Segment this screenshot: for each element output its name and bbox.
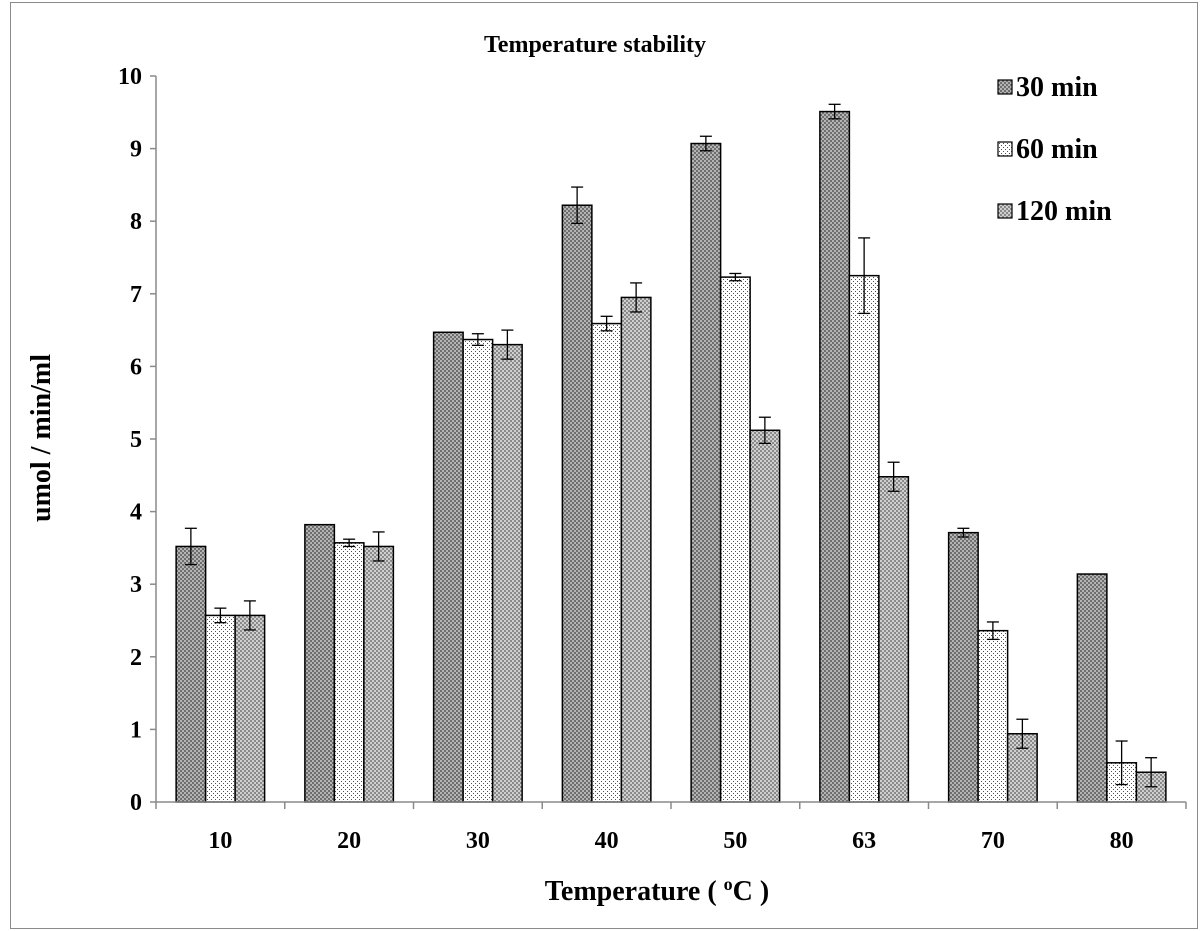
error-bar	[471, 333, 484, 346]
error-bar	[343, 538, 356, 548]
error-bar	[699, 135, 712, 152]
legend-item: 120 min	[997, 196, 1112, 227]
bar-30min-63	[819, 110, 851, 803]
error-bar	[372, 531, 385, 562]
x-tick-label: 30	[466, 828, 490, 854]
bar-120min-50	[749, 429, 781, 803]
error-bars	[184, 103, 1158, 788]
x-axis-label: Temperature ( oC )	[545, 874, 769, 907]
bars	[175, 110, 1167, 803]
bar-30min-20	[304, 523, 336, 803]
bar-60min-10	[204, 614, 236, 803]
chart-title: Temperature stability	[484, 32, 706, 58]
error-bar	[957, 527, 970, 538]
bar-60min-40	[591, 322, 623, 803]
bar-120min-10	[234, 614, 266, 803]
error-bar	[1115, 740, 1128, 786]
legend-swatch	[997, 203, 1013, 219]
x-tick-label: 70	[981, 828, 1005, 854]
error-bar	[828, 103, 841, 120]
x-tick-label: 10	[208, 828, 232, 854]
y-tick-label: 0	[130, 790, 142, 816]
y-axis-label: umol / min/ml	[26, 354, 57, 522]
error-bar	[243, 600, 256, 631]
bar-60min-70	[977, 629, 1009, 803]
error-bar	[501, 329, 514, 360]
y-tick-label: 4	[130, 500, 142, 526]
legend-label: 120 min	[1016, 196, 1112, 227]
x-axis-label-unit: C	[733, 876, 753, 907]
bar-120min-40	[620, 296, 652, 803]
error-bar	[858, 237, 871, 315]
bar-60min-50	[719, 276, 751, 803]
y-tick-label: 8	[130, 209, 142, 235]
y-tick-label: 3	[130, 572, 142, 598]
bar-30min-80	[1076, 573, 1108, 803]
x-tick-label: 50	[723, 828, 747, 854]
x-tick-label: 63	[852, 828, 876, 854]
legend-item: 60 min	[997, 134, 1098, 165]
y-tick-label: 1	[130, 717, 142, 743]
bar-30min-30	[432, 331, 464, 803]
legend-item: 30 min	[997, 72, 1098, 103]
error-bar	[600, 315, 613, 332]
x-axis-label-prefix: Temperature (	[545, 876, 724, 907]
legend-swatch	[997, 79, 1013, 95]
legend: 30 min 60 min 120 min	[997, 72, 1112, 227]
bar-30min-70	[947, 531, 979, 803]
error-bar	[1145, 757, 1158, 788]
y-tick-label: 10	[118, 64, 142, 90]
bar-120min-20	[363, 545, 395, 803]
y-tick-label: 7	[130, 282, 142, 308]
bar-30min-40	[561, 204, 593, 803]
bar-30min-10	[175, 545, 207, 803]
legend-label: 60 min	[1016, 134, 1098, 165]
y-tick-label: 5	[130, 427, 142, 453]
y-tick-label: 9	[130, 137, 142, 163]
error-bar	[986, 621, 999, 641]
x-axis-label-degree: o	[724, 874, 733, 894]
x-axis-label-suffix: )	[753, 876, 769, 907]
y-axis-ticks: 0 1 2 3 4 5 6 7 8 9 10	[118, 64, 156, 816]
bar-120min-30	[491, 343, 523, 803]
error-bar	[729, 272, 742, 282]
bar-120min-63	[878, 476, 910, 803]
error-bar	[887, 461, 900, 492]
bar-60min-63	[848, 274, 880, 803]
error-bar	[214, 607, 227, 624]
error-bar	[571, 186, 584, 225]
bar-60min-30	[462, 338, 494, 803]
x-tick-label: 40	[595, 828, 619, 854]
x-axis-ticks: 10 20 30 40 50 63 70 80	[155, 802, 1187, 854]
y-tick-label: 2	[130, 645, 142, 671]
x-tick-label: 20	[337, 828, 361, 854]
legend-label: 30 min	[1016, 72, 1098, 103]
bar-30min-50	[690, 142, 722, 803]
error-bar	[1016, 718, 1029, 749]
legend-swatch	[997, 141, 1013, 157]
y-tick-label: 6	[130, 354, 142, 380]
bar-60min-20	[333, 542, 365, 803]
error-bar	[630, 282, 643, 313]
error-bar	[184, 527, 197, 566]
error-bar	[758, 416, 771, 445]
x-tick-label: 80	[1110, 828, 1134, 854]
